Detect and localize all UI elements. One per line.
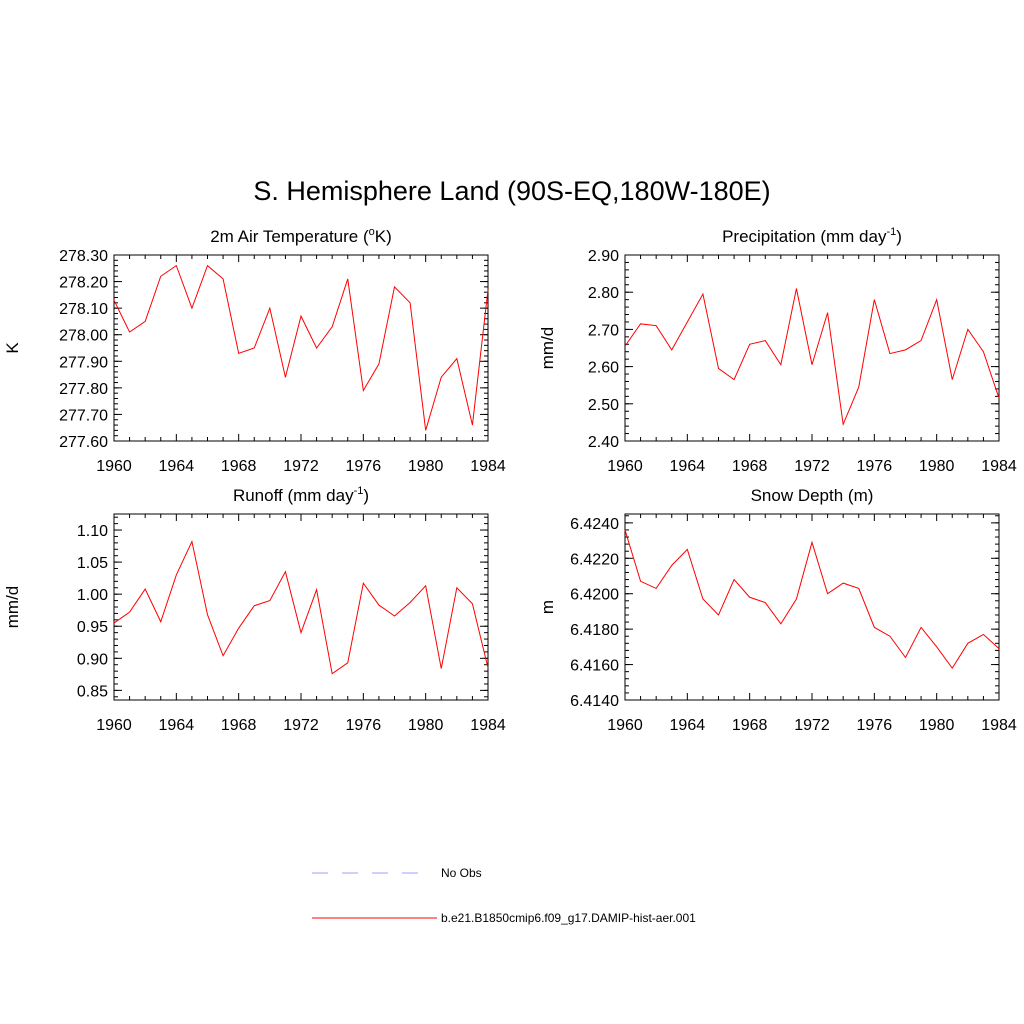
plot-frame bbox=[624, 254, 1000, 442]
y-tick-label: 277.60 bbox=[59, 434, 108, 451]
x-tick-label: 1968 bbox=[221, 717, 257, 734]
plot-frame bbox=[113, 513, 489, 701]
y-tick-label: 278.00 bbox=[59, 328, 108, 345]
y-axis-label: mm/d bbox=[3, 586, 22, 629]
x-tick-label: 1972 bbox=[794, 458, 830, 475]
chart-panel-4: 1960 1964 1968 1972 1976 1980 1984 6.4140 6.4160… bbox=[538, 486, 1017, 734]
y-tick-label: 2.50 bbox=[588, 397, 619, 414]
x-tick-label: 1972 bbox=[794, 717, 830, 734]
x-tick-label: 1960 bbox=[607, 717, 643, 734]
y-tick-label: 2.60 bbox=[588, 360, 619, 377]
x-tick-label: 1968 bbox=[732, 458, 768, 475]
series-line bbox=[113, 540, 489, 675]
y-tick-label: 1.00 bbox=[77, 587, 108, 604]
x-tick-label: 1972 bbox=[283, 717, 319, 734]
x-tick-label: 1964 bbox=[159, 458, 195, 475]
x-tick-label: 1960 bbox=[96, 458, 132, 475]
x-tick-label: 1976 bbox=[346, 717, 382, 734]
y-tick-label: 277.70 bbox=[59, 407, 108, 424]
x-tick-label: 1976 bbox=[857, 458, 893, 475]
y-tick-label: 277.80 bbox=[59, 381, 108, 398]
x-tick-label: 1976 bbox=[346, 458, 382, 475]
y-tick-label: 2.70 bbox=[588, 322, 619, 339]
y-tick-label: 278.20 bbox=[59, 275, 108, 292]
panel-title: Runoff (mm day-1) bbox=[233, 485, 369, 505]
x-tick-label: 1964 bbox=[670, 717, 706, 734]
x-tick-label: 1980 bbox=[919, 717, 955, 734]
y-tick-label: 6.4140 bbox=[570, 693, 619, 710]
x-tick-label: 1968 bbox=[732, 717, 768, 734]
y-tick-label: 2.90 bbox=[588, 248, 619, 265]
x-tick-label: 1960 bbox=[96, 717, 132, 734]
series-line bbox=[624, 288, 1000, 427]
chart-panel-3: 1960 1964 1968 1972 1976 1980 1984 0.85 0.90 0.95… bbox=[3, 485, 506, 734]
chart-panel-1: 1960 1964 1968 1972 1976 1980 1984 277.60 277.70… bbox=[3, 226, 506, 475]
y-tick-label: 6.4220 bbox=[570, 551, 619, 568]
y-tick-label: 6.4200 bbox=[570, 587, 619, 604]
x-tick-label: 1976 bbox=[857, 717, 893, 734]
legend-model-label: b.e21.B1850cmip6.f09_g17.DAMIP-hist-aer.… bbox=[441, 911, 696, 925]
series-line bbox=[113, 264, 489, 431]
legend-obs-label: No Obs bbox=[441, 866, 482, 880]
x-tick-label: 1984 bbox=[470, 458, 506, 475]
panel-title: Precipitation (mm day-1) bbox=[722, 226, 902, 246]
x-tick-label: 1984 bbox=[981, 458, 1017, 475]
y-axis-label: K bbox=[3, 342, 22, 354]
y-tick-label: 2.80 bbox=[588, 285, 619, 302]
legend: No Obs b.e21.B1850cmip6.f09_g17.DAMIP-hi… bbox=[312, 866, 696, 925]
y-tick-label: 278.10 bbox=[59, 301, 108, 318]
series-line bbox=[624, 529, 1000, 669]
y-tick-label: 6.4240 bbox=[570, 516, 619, 533]
x-tick-label: 1980 bbox=[919, 458, 955, 475]
panels: 1960 1964 1968 1972 1976 1980 1984 277.60 277.70… bbox=[3, 226, 1017, 734]
x-tick-label: 1972 bbox=[283, 458, 319, 475]
x-tick-label: 1984 bbox=[470, 717, 506, 734]
plot-frame bbox=[113, 254, 489, 442]
x-tick-label: 1960 bbox=[607, 458, 643, 475]
y-tick-label: 278.30 bbox=[59, 248, 108, 265]
y-tick-label: 0.85 bbox=[77, 683, 108, 700]
chart-panel-2: 1960 1964 1968 1972 1976 1980 1984 2.40 2.50 2.60… bbox=[538, 226, 1017, 475]
figure-title: S. Hemisphere Land (90S-EQ,180W-180E) bbox=[253, 176, 770, 206]
x-tick-label: 1968 bbox=[221, 458, 257, 475]
x-tick-label: 1980 bbox=[408, 717, 444, 734]
y-tick-label: 0.90 bbox=[77, 651, 108, 668]
x-tick-label: 1980 bbox=[408, 458, 444, 475]
x-tick-label: 1964 bbox=[159, 717, 195, 734]
panel-title: 2m Air Temperature (oK) bbox=[210, 226, 392, 246]
y-axis-label: m bbox=[538, 600, 557, 614]
y-tick-label: 1.05 bbox=[77, 555, 108, 572]
y-tick-label: 6.4160 bbox=[570, 658, 619, 675]
y-tick-label: 1.10 bbox=[77, 523, 108, 540]
y-tick-label: 277.90 bbox=[59, 354, 108, 371]
y-tick-label: 0.95 bbox=[77, 619, 108, 636]
y-axis-label: mm/d bbox=[538, 327, 557, 370]
panel-title: Snow Depth (m) bbox=[751, 486, 874, 505]
x-tick-label: 1984 bbox=[981, 717, 1017, 734]
x-tick-label: 1964 bbox=[670, 458, 706, 475]
y-tick-label: 6.4180 bbox=[570, 622, 619, 639]
y-tick-label: 2.40 bbox=[588, 434, 619, 451]
